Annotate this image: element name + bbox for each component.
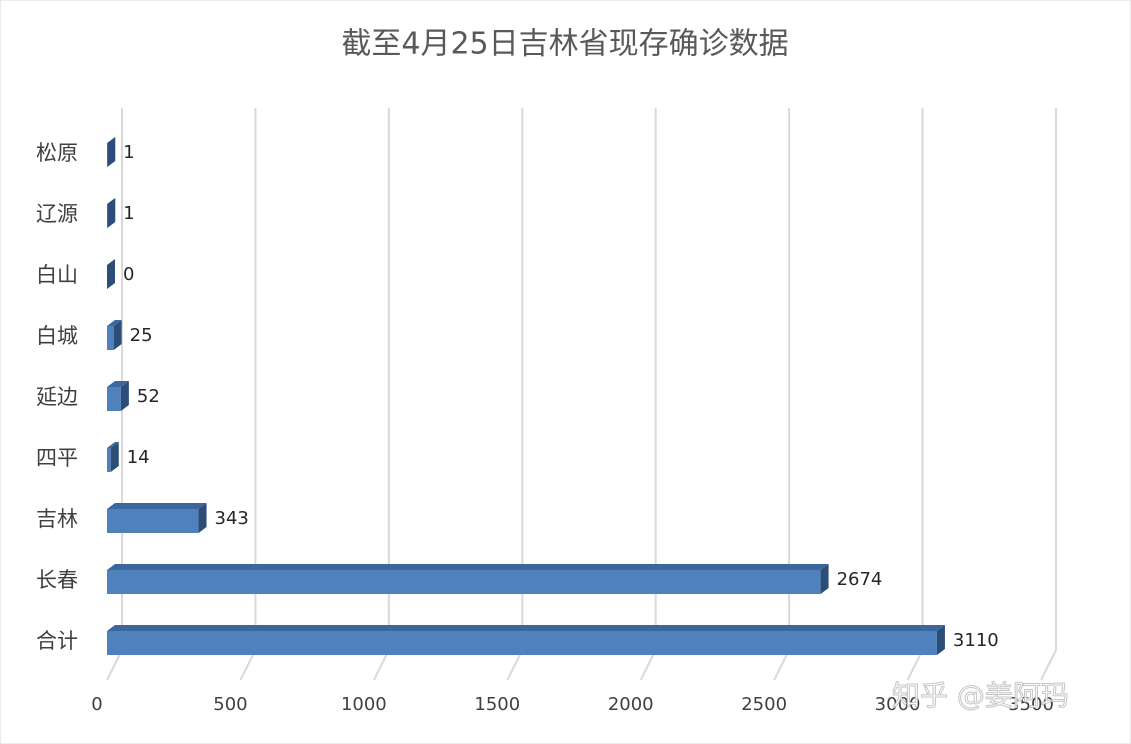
bar bbox=[107, 442, 119, 472]
bar bbox=[107, 137, 116, 167]
bar-top bbox=[107, 442, 119, 448]
y-tick-label: 白城 bbox=[36, 324, 78, 348]
bar-front bbox=[107, 387, 121, 411]
value-label: 3110 bbox=[953, 630, 999, 651]
y-tick-label: 长春 bbox=[36, 568, 78, 592]
bar bbox=[107, 320, 122, 350]
bar-top bbox=[107, 137, 116, 143]
bar-side bbox=[198, 503, 207, 533]
y-tick-label: 白山 bbox=[36, 263, 78, 287]
value-label: 2674 bbox=[837, 569, 883, 590]
value-label: 0 bbox=[123, 264, 134, 285]
value-label: 25 bbox=[130, 325, 153, 346]
bar-top bbox=[107, 503, 207, 509]
x-tick-label: 3000 bbox=[875, 694, 921, 715]
bar-side bbox=[120, 381, 129, 411]
bar bbox=[107, 625, 945, 655]
bar-side bbox=[107, 198, 116, 228]
bar bbox=[107, 503, 207, 533]
y-tick-label: 辽源 bbox=[36, 202, 78, 226]
chart-title: 截至4月25日吉林省现存确诊数据 bbox=[341, 27, 788, 62]
bar-top bbox=[107, 198, 116, 204]
y-tick-label: 吉林 bbox=[36, 507, 78, 531]
value-label: 14 bbox=[127, 447, 150, 468]
x-tick-label: 3500 bbox=[1008, 694, 1054, 715]
value-label: 52 bbox=[137, 386, 160, 407]
bar-side bbox=[110, 442, 119, 472]
bar-front bbox=[107, 509, 199, 533]
y-tick-label: 四平 bbox=[36, 446, 78, 470]
bar-top bbox=[107, 381, 129, 387]
bar-top bbox=[107, 320, 122, 326]
y-tick-label: 合计 bbox=[36, 629, 78, 653]
bar bbox=[107, 259, 115, 289]
x-tick-label: 500 bbox=[213, 694, 247, 715]
bar-front bbox=[107, 326, 114, 350]
bar-side bbox=[820, 564, 829, 594]
value-label: 1 bbox=[123, 142, 134, 163]
bar bbox=[107, 198, 116, 228]
x-tick-label: 2000 bbox=[608, 694, 654, 715]
x-tick-label: 1500 bbox=[474, 694, 520, 715]
y-tick-label: 延边 bbox=[36, 385, 78, 409]
bar-top bbox=[107, 625, 945, 631]
x-tick-label: 2500 bbox=[741, 694, 787, 715]
value-label: 1 bbox=[123, 203, 134, 224]
grid-line bbox=[1040, 108, 1058, 681]
bar-side bbox=[107, 137, 116, 167]
bar-front bbox=[107, 570, 821, 594]
x-tick-label: 0 bbox=[91, 694, 102, 715]
y-tick-label: 松原 bbox=[36, 141, 78, 165]
bar bbox=[107, 381, 129, 411]
value-label: 343 bbox=[215, 508, 249, 529]
bar-top bbox=[107, 564, 829, 570]
x-tick-label: 1000 bbox=[341, 694, 387, 715]
bar bbox=[107, 564, 829, 594]
watermark: 知乎 @姜阿玛 bbox=[892, 679, 1069, 712]
bar-front bbox=[107, 631, 937, 655]
bar-front bbox=[107, 448, 111, 472]
bar-side bbox=[936, 625, 945, 655]
bar-side bbox=[113, 320, 122, 350]
bar-side bbox=[107, 259, 115, 289]
